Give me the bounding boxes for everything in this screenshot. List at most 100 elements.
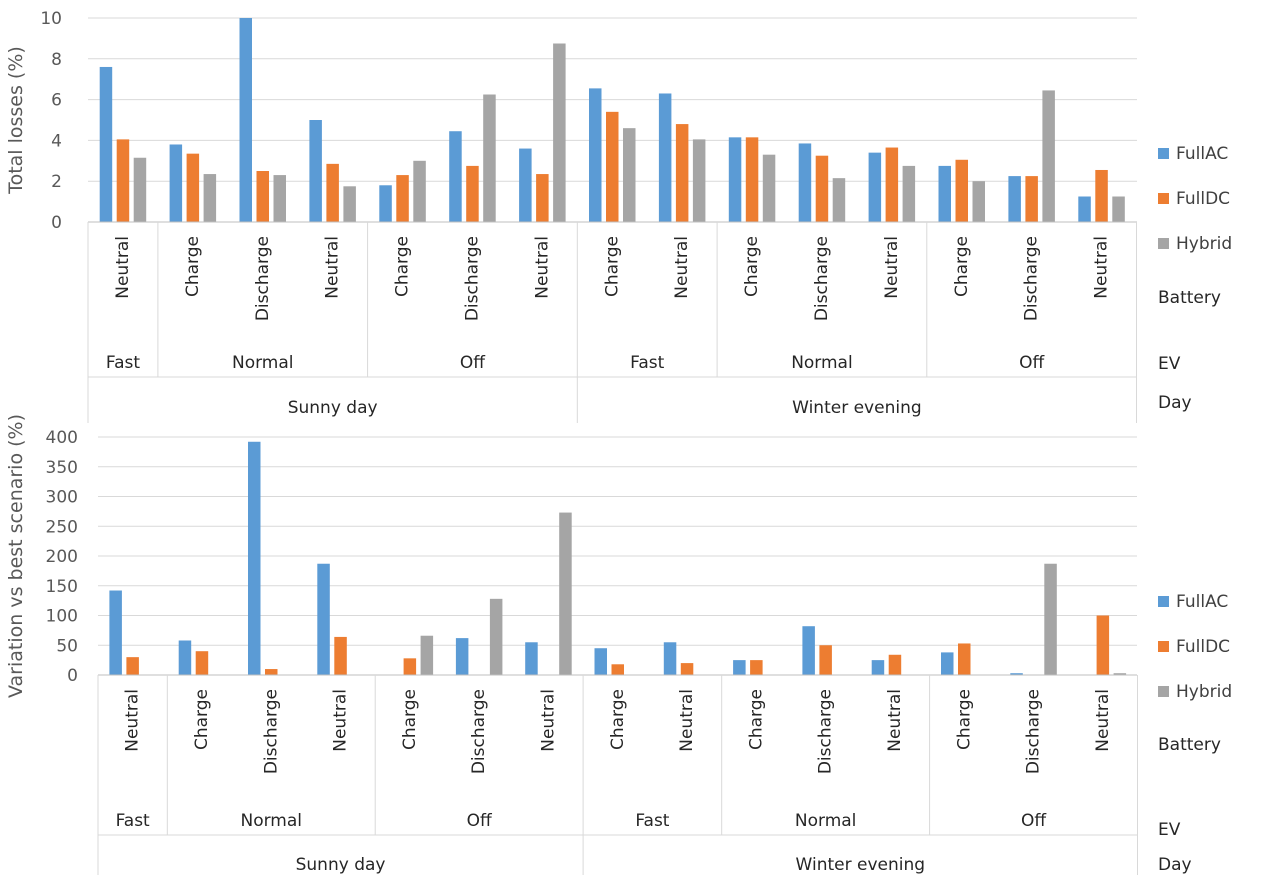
bar-fullac xyxy=(589,88,602,222)
ev-group-label: Off xyxy=(460,353,486,373)
y-tick-label: 4 xyxy=(51,131,62,151)
ev-group-label: Normal xyxy=(795,811,857,831)
ev-group-label: Fast xyxy=(630,353,664,373)
bar-fulldc xyxy=(466,165,479,222)
bar-hybrid xyxy=(203,174,217,222)
bar-fullac xyxy=(317,563,330,675)
bar-hybrid xyxy=(413,160,426,222)
bar-fulldc xyxy=(885,147,899,222)
category-label: Charge xyxy=(954,689,974,750)
category-label: Discharge xyxy=(462,236,482,321)
bar-fulldc xyxy=(265,669,278,675)
category-label: Neutral xyxy=(123,689,143,752)
level-label: EV xyxy=(1158,354,1181,374)
y-tick-label: 8 xyxy=(51,50,62,70)
legend-swatch-fulldc xyxy=(1158,193,1169,204)
ev-group-label: Normal xyxy=(232,353,294,373)
category-label: Discharge xyxy=(253,236,273,321)
legend-swatch-fulldc xyxy=(1158,641,1169,652)
category-label: Charge xyxy=(952,236,972,297)
y-tick-label: 50 xyxy=(56,636,78,656)
bar-fullac xyxy=(728,137,742,222)
legend-swatch-fullac xyxy=(1158,148,1169,159)
bar-fulldc xyxy=(815,155,829,222)
bar-fulldc xyxy=(958,643,971,675)
bar-fullac xyxy=(309,120,322,222)
bar-fullac xyxy=(868,152,882,222)
category-label: Discharge xyxy=(1024,689,1044,774)
y-tick-label: 10 xyxy=(40,9,62,29)
y-tick-label: 250 xyxy=(46,517,78,537)
category-label: Neutral xyxy=(323,236,343,299)
bar-fulldc xyxy=(403,658,417,675)
category-label: Discharge xyxy=(812,236,832,321)
chart-2: 0 50 100 150 200 250 300 350 400 Variation vs bes… xyxy=(5,414,1232,875)
bar-fulldc xyxy=(256,171,269,222)
bar-fullac xyxy=(109,590,122,675)
legend-swatch-hybrid xyxy=(1158,686,1169,697)
category-label: Discharge xyxy=(261,689,281,774)
category-label: Charge xyxy=(393,236,413,297)
legend-label: FullDC xyxy=(1176,637,1230,657)
category-label: Charge xyxy=(192,689,212,750)
bar-fulldc xyxy=(326,163,339,222)
category-label: Neutral xyxy=(532,236,552,299)
bar-fulldc xyxy=(611,664,624,675)
y-tick-label: 0 xyxy=(51,213,62,233)
bar-hybrid xyxy=(1112,196,1125,222)
bar-hybrid xyxy=(902,165,916,222)
day-group-label: Sunny day xyxy=(288,398,378,418)
bar-fullac xyxy=(379,185,392,222)
bar-fulldc xyxy=(606,111,619,222)
y-axis-title: Variation vs best scenario (%) xyxy=(5,414,27,698)
category-label: Neutral xyxy=(882,236,902,299)
bar-fulldc xyxy=(819,645,832,675)
category-label: Neutral xyxy=(1092,236,1112,299)
bar-fullac xyxy=(802,626,815,675)
y-tick-label: 100 xyxy=(46,607,78,627)
bar-fullac xyxy=(1010,673,1023,675)
category-label: Discharge xyxy=(1022,236,1042,321)
bar-fullac xyxy=(519,148,532,222)
day-group-label: Sunny day xyxy=(296,855,386,875)
legend-label: Hybrid xyxy=(1176,682,1232,702)
category-label: Discharge xyxy=(469,689,489,774)
bar-hybrid xyxy=(273,175,286,222)
bar-hybrid xyxy=(832,178,846,222)
category-label: Discharge xyxy=(816,689,836,774)
bar-fulldc xyxy=(334,636,347,675)
bar-fullac xyxy=(525,642,538,675)
ev-group-label: Off xyxy=(1021,811,1047,831)
bar-fullac xyxy=(1008,176,1021,222)
bar-fulldc xyxy=(1095,169,1108,222)
bar-fullac xyxy=(938,165,951,222)
bar-hybrid xyxy=(489,598,503,675)
bar-fulldc xyxy=(396,175,409,222)
ev-group-label: Off xyxy=(1019,353,1045,373)
legend-swatch-hybrid xyxy=(1158,238,1169,249)
bar-fulldc xyxy=(1096,615,1110,675)
bar-hybrid xyxy=(972,181,985,222)
bar-fulldc xyxy=(955,159,968,222)
bar-fullac xyxy=(733,660,746,675)
legend-label: Hybrid xyxy=(1176,234,1232,254)
category-label: Neutral xyxy=(672,236,692,299)
level-label: EV xyxy=(1158,820,1181,840)
ev-group-label: Normal xyxy=(240,811,302,831)
bar-hybrid xyxy=(692,139,706,222)
y-axis-title: Total losses (%) xyxy=(5,46,27,195)
bar-fullac xyxy=(248,441,261,675)
y-tick-label: 300 xyxy=(46,488,78,508)
category-label: Charge xyxy=(742,236,762,297)
y-tick-label: 200 xyxy=(46,547,78,567)
level-label: Battery xyxy=(1158,288,1221,308)
bar-hybrid xyxy=(420,635,434,675)
bar-fulldc xyxy=(116,139,130,222)
ev-group-label: Fast xyxy=(106,353,140,373)
legend-label: FullAC xyxy=(1176,144,1228,164)
bar-fulldc xyxy=(195,651,209,675)
legend-label: FullDC xyxy=(1176,189,1230,209)
bar-hybrid xyxy=(1042,90,1055,222)
bar-hybrid xyxy=(559,512,572,675)
